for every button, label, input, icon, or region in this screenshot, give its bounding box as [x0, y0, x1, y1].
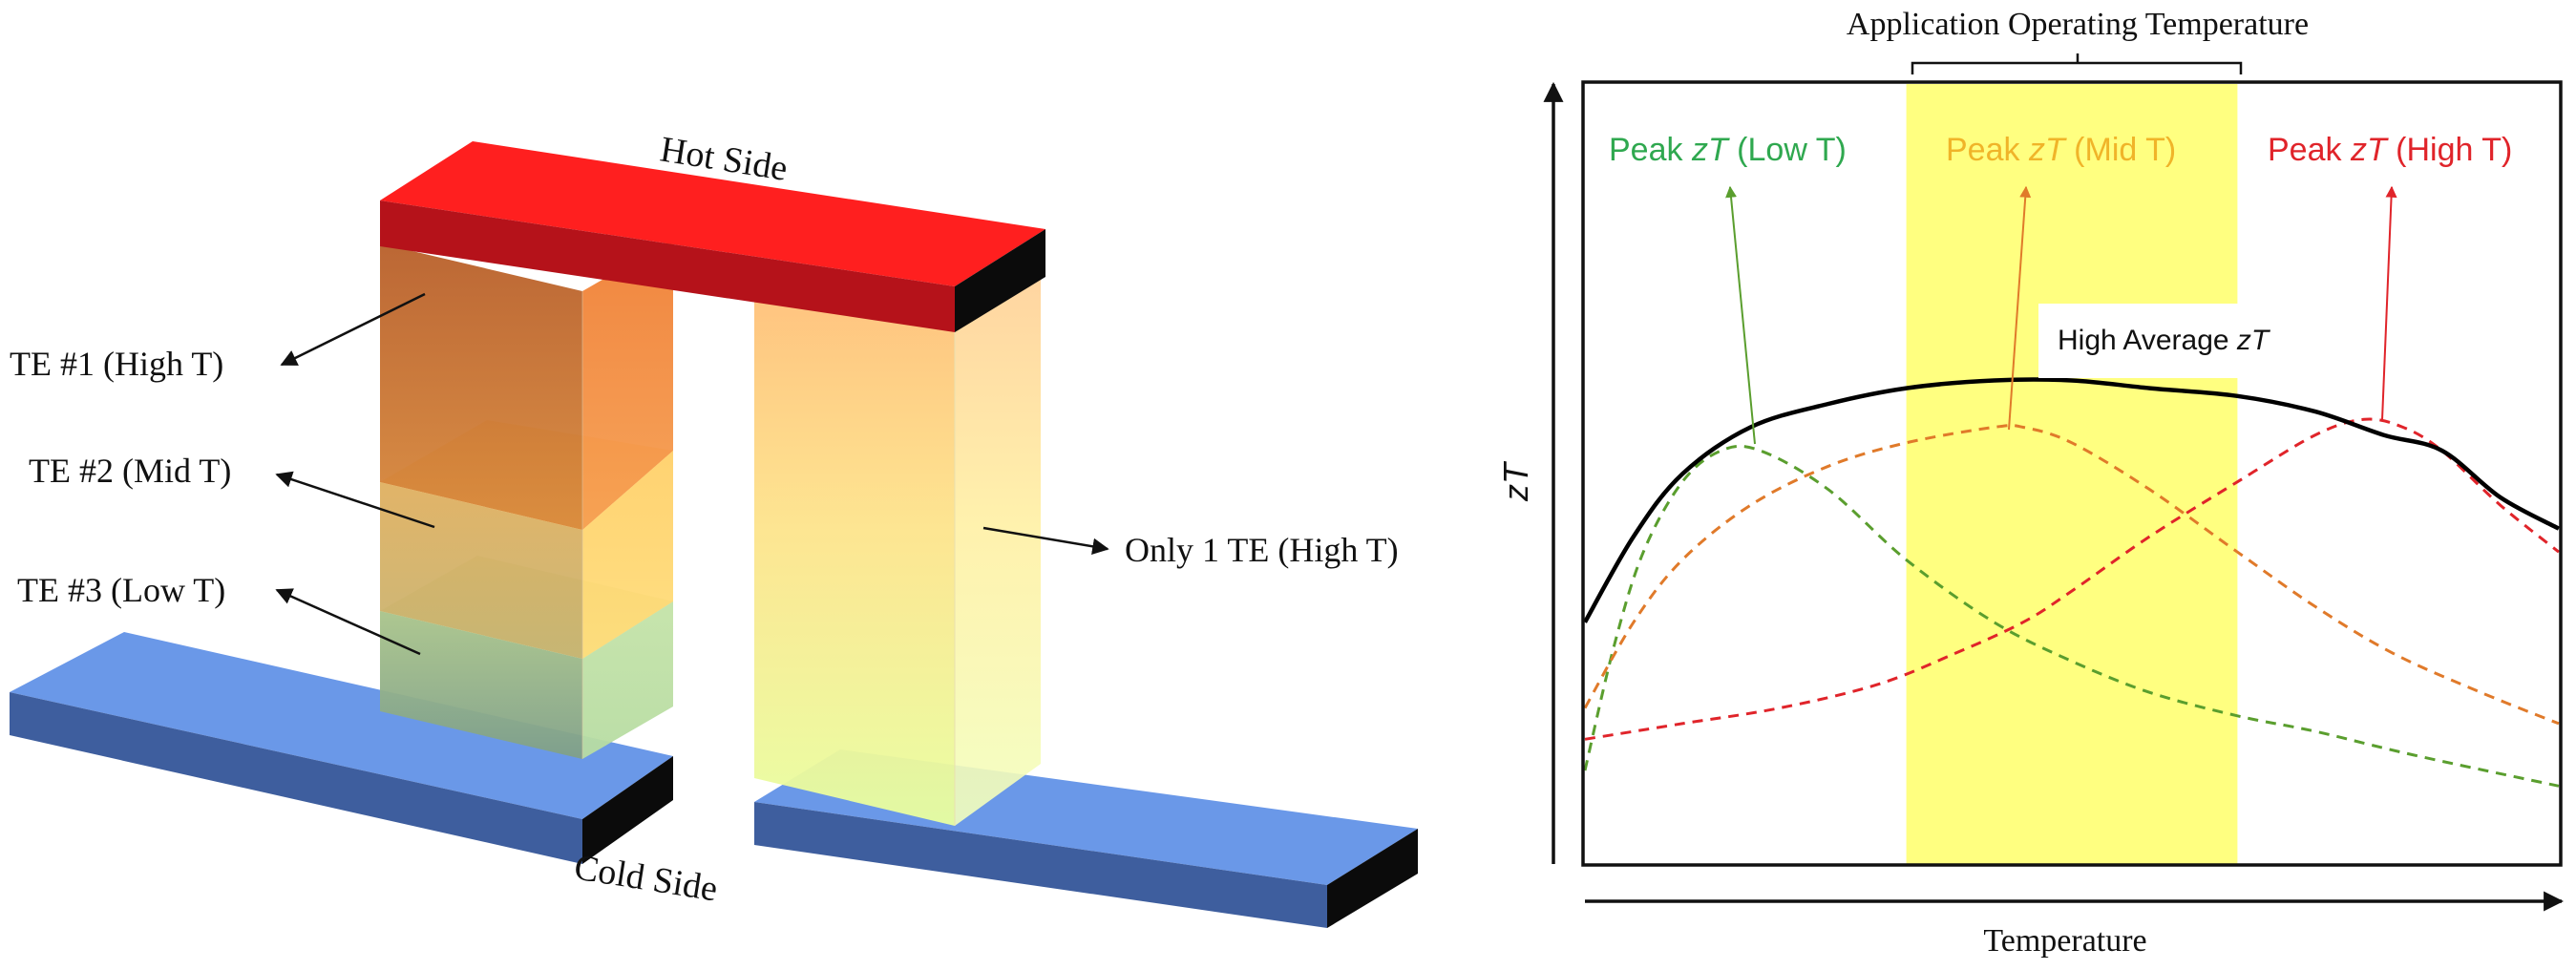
high-average-label-text: High Average: [2058, 325, 2237, 356]
peak-high-suffix: (High T): [2387, 132, 2513, 168]
cold-side-left-plate: [10, 632, 673, 864]
peak-high-label: Peak zT (High T): [2268, 132, 2512, 168]
single-te-arrow: [982, 526, 1109, 555]
peak-high-pointer: [2381, 185, 2397, 421]
hot-side-plate: [380, 141, 1045, 332]
peak-low-suffix: (Low T): [1728, 132, 1847, 168]
peak-low-label: Peak zT (Low T): [1609, 132, 1847, 168]
peak-mid-zt: zT: [2028, 132, 2067, 168]
peak-high-zt: zT: [2350, 132, 2389, 168]
thermoelectric-diagram: Hot Side Cold Side TE #1 (High T) TE #2 …: [10, 129, 1418, 928]
te2-label: TE #2 (Mid T): [29, 452, 231, 490]
operating-temperature-band: [1906, 84, 2238, 864]
chart-curves: [1583, 377, 2561, 788]
single-te-leg: [754, 277, 1041, 826]
high-average-label-zt: zT: [2236, 325, 2271, 356]
peak-mid-label: Peak zT (Mid T): [1946, 132, 2176, 168]
te1-arrow: [280, 292, 426, 367]
peak-low-zt: zT: [1691, 132, 1730, 168]
cold-side-label: Cold Side: [572, 847, 721, 909]
peak-mid-suffix: (Mid T): [2065, 132, 2176, 168]
te3-arrow: [275, 588, 421, 656]
high-average-label-bg: [2038, 304, 2258, 378]
te1-label: TE #1 (High T): [10, 345, 223, 383]
peak-low-prefix: Peak: [1609, 132, 1692, 168]
chart-title: Application Operating Temperature: [1847, 7, 2309, 42]
te2-arrow: [275, 471, 435, 529]
operating-temperature-bracket: [1911, 53, 2243, 74]
peak-mid-pointer: [2008, 185, 2032, 431]
te3-label: TE #3 (Low T): [17, 571, 225, 609]
y-axis-label: zT: [1496, 460, 1535, 502]
zt-chart: Application Operating Temperature Temper…: [1496, 7, 2565, 959]
peak-mid-prefix: Peak: [1946, 132, 2029, 168]
high-average-label: High Average zT: [2058, 325, 2271, 356]
segmented-te-leg: [380, 239, 673, 759]
curve-peak-mid: [1583, 423, 2560, 726]
peak-high-prefix: Peak: [2268, 132, 2351, 168]
plot-frame: [1581, 80, 2563, 867]
curve-high-average: [1583, 377, 2561, 623]
x-axis-label: Temperature: [1983, 923, 2146, 959]
peak-low-pointer: [1725, 185, 1756, 445]
curve-peak-high: [1584, 417, 2560, 741]
single-te-label: Only 1 TE (High T): [1125, 531, 1399, 569]
